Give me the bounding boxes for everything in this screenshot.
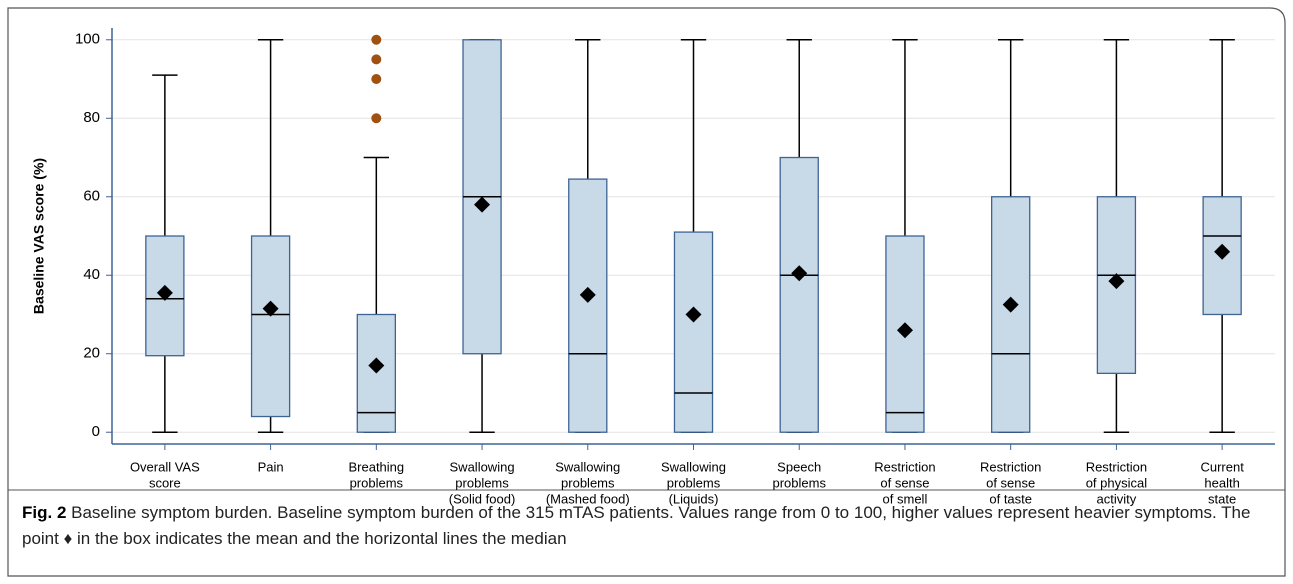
y-tick-label: 100 xyxy=(75,31,100,48)
mean-marker xyxy=(474,196,491,213)
x-tick-label: state xyxy=(1208,491,1236,506)
caption: Fig. 2 Baseline symptom burden. Baseline… xyxy=(22,500,1272,552)
caption-text: Baseline symptom burden. Baseline sympto… xyxy=(22,503,1251,548)
x-tick-label: of smell xyxy=(883,491,928,506)
box xyxy=(568,178,608,433)
x-tick-label: of sense xyxy=(880,475,929,490)
x-tick-label: Restriction xyxy=(1086,459,1147,474)
x-tick-label: problems xyxy=(455,475,509,490)
outlier xyxy=(371,74,382,85)
x-tick-label: Breathing xyxy=(348,459,404,474)
x-tick-label: Swallowing xyxy=(661,459,726,474)
y-tick-label: 20 xyxy=(83,345,100,362)
outlier xyxy=(371,34,382,45)
x-tick-label: health xyxy=(1204,475,1239,490)
x-tick-label: Restriction xyxy=(980,459,1041,474)
mean-marker xyxy=(1214,243,1231,260)
x-tick-label: Swallowing xyxy=(450,459,515,474)
x-tick-label: problems xyxy=(667,475,721,490)
y-tick-label: 0 xyxy=(92,423,100,440)
x-tick-label: (Liquids) xyxy=(669,491,719,506)
box xyxy=(779,156,819,433)
x-tick-label: Speech xyxy=(777,459,821,474)
x-tick-label: (Solid food) xyxy=(449,491,515,506)
mean-marker xyxy=(156,284,173,301)
mean-marker xyxy=(791,265,808,282)
box xyxy=(673,231,714,433)
mean-marker xyxy=(368,357,385,374)
mean-marker xyxy=(262,300,279,317)
y-tick-label: 40 xyxy=(83,266,100,283)
mean-marker xyxy=(1108,273,1125,290)
outlier xyxy=(371,54,382,65)
x-tick-label: of taste xyxy=(989,491,1032,506)
x-tick-label: Pain xyxy=(258,459,284,474)
mean-marker xyxy=(579,286,596,303)
x-tick-label: score xyxy=(149,475,181,490)
box xyxy=(250,235,291,418)
x-tick-label: (Mashed food) xyxy=(546,491,630,506)
mean-marker xyxy=(1002,296,1019,313)
x-tick-label: Current xyxy=(1200,459,1244,474)
caption-label: Fig. 2 xyxy=(22,503,67,522)
y-tick-label: 60 xyxy=(83,188,100,205)
x-tick-label: problems xyxy=(772,475,826,490)
mean-marker xyxy=(896,322,913,339)
x-tick-label: of physical xyxy=(1086,475,1148,490)
x-tick-label: activity xyxy=(1097,491,1137,506)
y-tick-label: 80 xyxy=(83,109,100,126)
mean-marker xyxy=(685,306,702,323)
y-axis-label: Baseline VAS score (%) xyxy=(31,158,47,314)
x-tick-label: Overall VAS xyxy=(130,459,200,474)
box xyxy=(991,196,1031,433)
outlier xyxy=(371,113,382,124)
x-tick-label: Restriction xyxy=(874,459,935,474)
x-tick-label: Swallowing xyxy=(555,459,620,474)
x-tick-label: problems xyxy=(350,475,404,490)
frame xyxy=(7,7,1286,577)
x-tick-label: of sense xyxy=(986,475,1035,490)
x-tick-label: problems xyxy=(561,475,615,490)
